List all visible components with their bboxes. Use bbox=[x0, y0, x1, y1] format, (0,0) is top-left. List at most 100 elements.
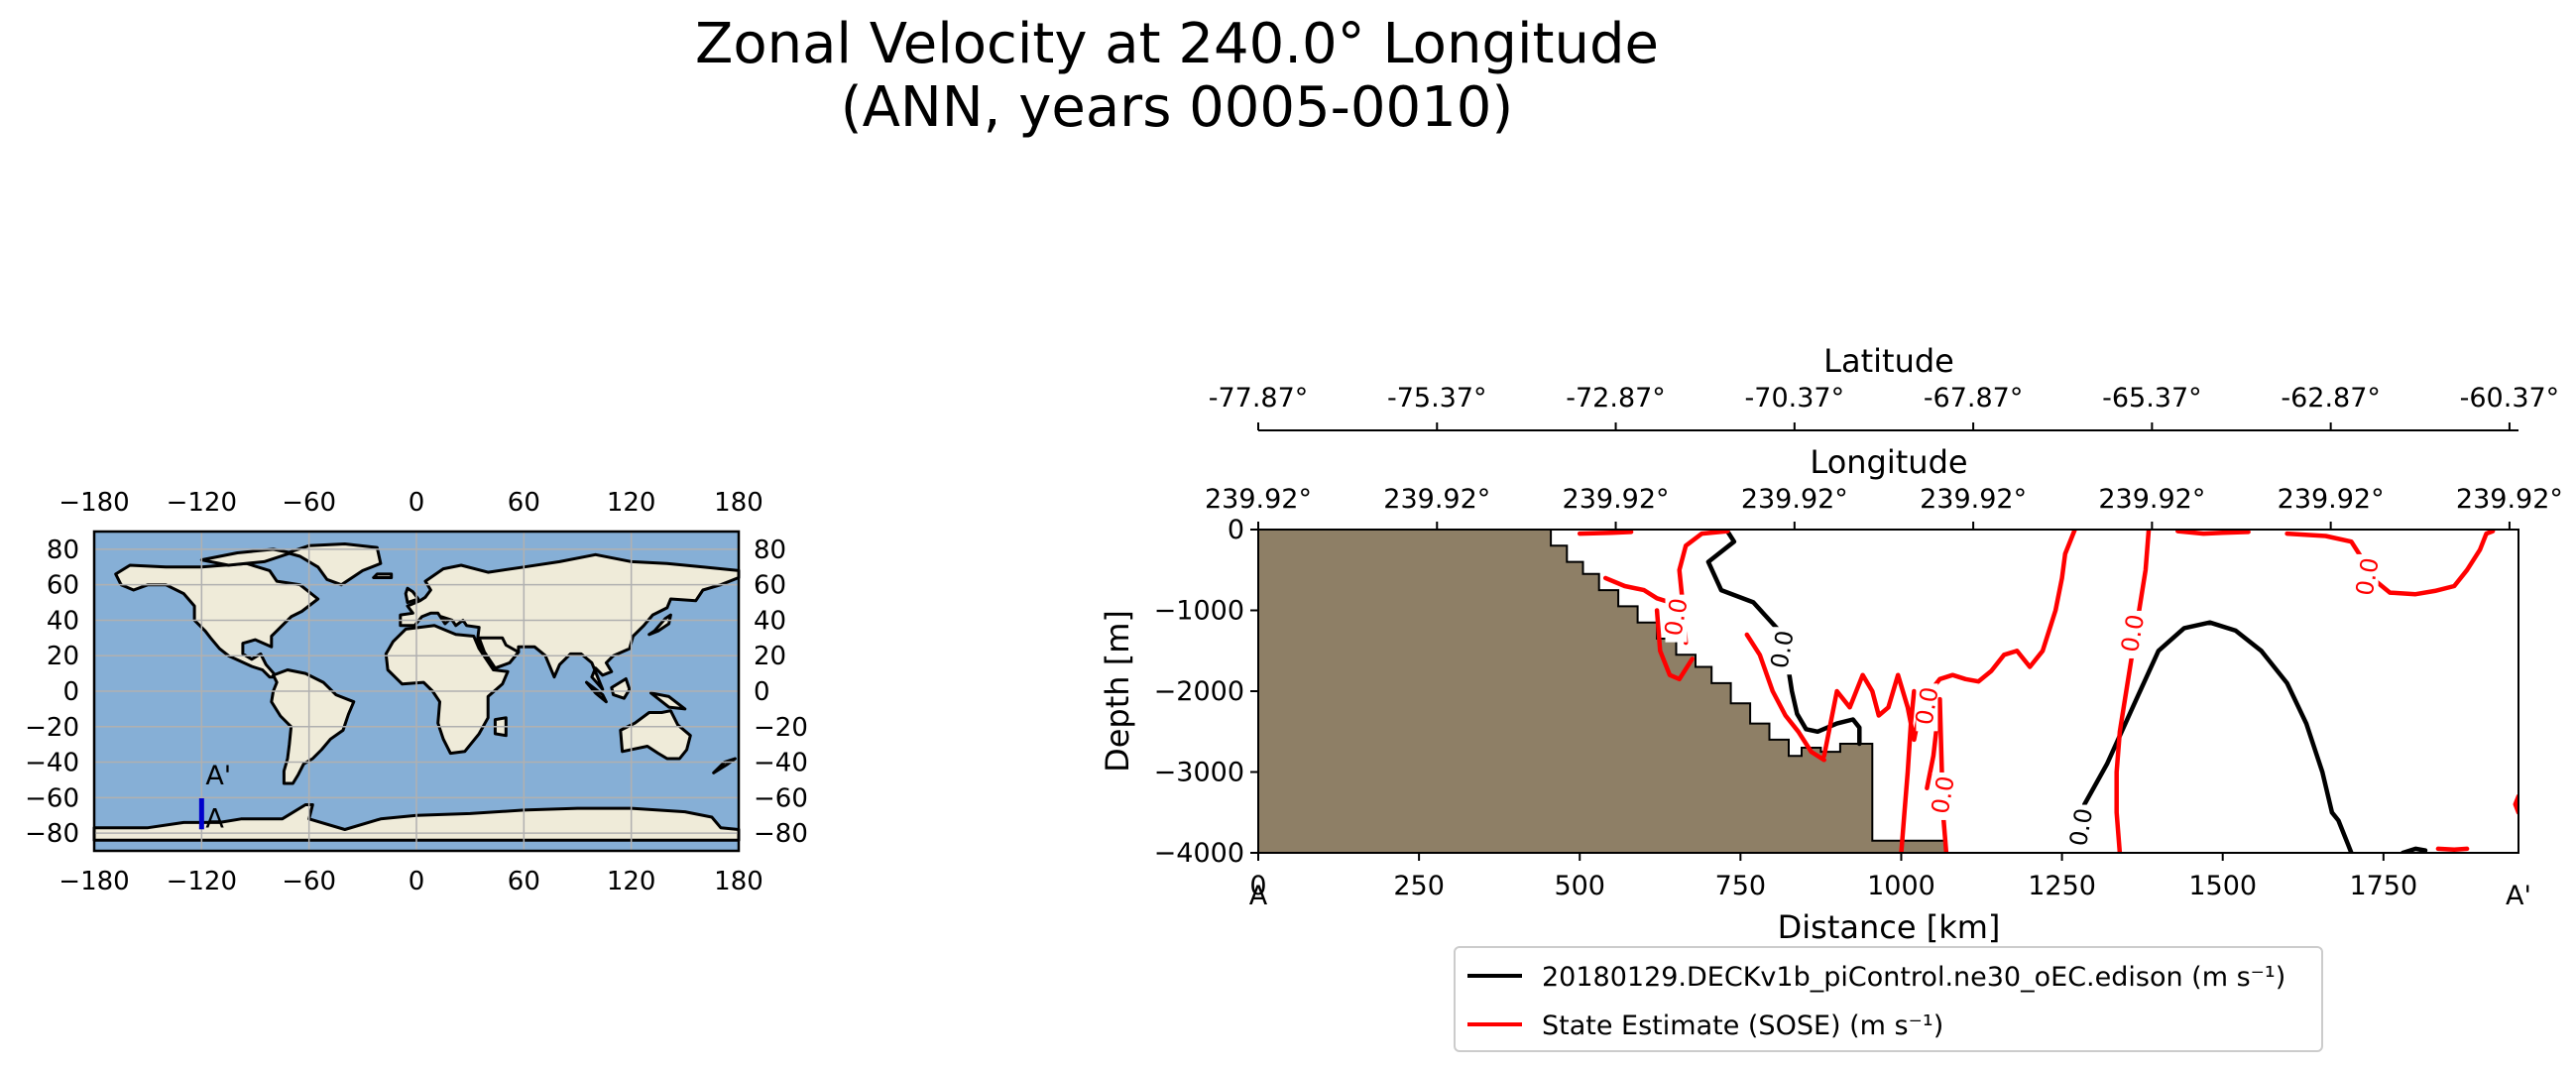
y-tick-label: −1000 bbox=[1154, 596, 1244, 627]
map-x-tick-top: 180 bbox=[714, 488, 763, 518]
x-tick-label: 1500 bbox=[2188, 871, 2257, 901]
longitude-tick-label: 239.92° bbox=[2456, 484, 2563, 515]
x-tick-label: 1000 bbox=[1867, 871, 1935, 901]
contour-label: 0.0 bbox=[2351, 555, 2385, 597]
map-y-tick-left: −40 bbox=[25, 749, 79, 778]
longitude-tick-label: 239.92° bbox=[1563, 484, 1670, 515]
obs-contour-segment bbox=[1821, 672, 1930, 759]
map-y-tick-right: 80 bbox=[754, 536, 786, 565]
map-x-tick-top: −60 bbox=[282, 488, 336, 518]
section-end-label: A' bbox=[2506, 881, 2531, 911]
longitude-tick-label: 239.92° bbox=[1205, 484, 1312, 515]
contour-label: 0.0 bbox=[1660, 596, 1694, 638]
figure-title-line1: Zonal Velocity at 240.0° Longitude bbox=[695, 12, 1659, 76]
contour-label-bg bbox=[1916, 683, 1938, 732]
map-land-australia bbox=[619, 709, 692, 761]
map-y-tick-left: 60 bbox=[47, 571, 79, 601]
map-y-tick-left: 20 bbox=[47, 642, 79, 671]
map-y-tick-right: −60 bbox=[754, 783, 808, 813]
section-ticks: 0 250 500 750 1000 1250 1500 1750 0 −1000 −2000 −30… bbox=[1154, 515, 2418, 901]
map-x-tick-bottom: −120 bbox=[167, 867, 237, 896]
x-tick-label: 250 bbox=[1393, 871, 1445, 901]
x-tick-label: 1750 bbox=[2349, 871, 2417, 901]
model-contour-segment bbox=[2082, 620, 2354, 853]
map-y-tick-right: −20 bbox=[754, 713, 808, 743]
map-land-borneo bbox=[610, 677, 632, 700]
map-land-canadian-islands bbox=[199, 547, 293, 567]
latitude-tick-label: -70.37° bbox=[1745, 383, 1845, 414]
map-x-tick-top: 120 bbox=[607, 488, 656, 518]
contour-label-layer: 0.0 0.0 0.0 0.0 0.0 0.0 0.0 bbox=[1660, 553, 2385, 853]
longitude-axis-title: Longitude bbox=[1810, 443, 1967, 481]
bathymetry-layer bbox=[1258, 530, 1947, 853]
legend-box bbox=[1454, 946, 2323, 1052]
longitude-tick-label: 239.92° bbox=[2098, 484, 2205, 515]
y-tick-label: −3000 bbox=[1154, 758, 1244, 788]
obs-contour-segment bbox=[1925, 696, 1949, 853]
x-tick-label: 1250 bbox=[2028, 871, 2096, 901]
map-x-tick-top: 60 bbox=[508, 488, 540, 518]
map-y-tick-left: 0 bbox=[62, 677, 79, 707]
map-section-start-label: A bbox=[205, 803, 224, 834]
latitude-tick-label: -77.87° bbox=[1209, 383, 1309, 414]
obs-contour-segment bbox=[2114, 530, 2152, 853]
map-y-tick-right: −80 bbox=[754, 819, 808, 849]
map-x-tick-bottom: 60 bbox=[508, 867, 540, 896]
contour-label-bg bbox=[1665, 594, 1688, 643]
model-contour-segment bbox=[2400, 846, 2428, 853]
contour-label-bg bbox=[2070, 804, 2093, 853]
model-contour-segment bbox=[1705, 530, 1862, 747]
map-x-tick-bottom: 0 bbox=[409, 867, 425, 896]
section-panel: 0.0 0.0 0.0 0.0 0.0 0.0 0.0 0 250 500 750 1000 1250… bbox=[1099, 342, 2563, 946]
latitude-tick-label: -60.37° bbox=[2460, 383, 2560, 414]
map-y-tick-right: 0 bbox=[754, 677, 770, 707]
map-y-tick-left: −60 bbox=[25, 783, 79, 813]
map-y-tick-left: −80 bbox=[25, 819, 79, 849]
obs-contour-segment bbox=[2435, 846, 2470, 852]
contour-label-bg bbox=[2356, 553, 2379, 602]
map-x-tick-bottom: −60 bbox=[282, 867, 336, 896]
y-axis-title: Depth [m] bbox=[1099, 610, 1136, 773]
contour-label-bg bbox=[1771, 627, 1794, 675]
map-ticks: −180 −180 −120 −120 −60 −60 0 0 60 60 120 120 180 180… bbox=[25, 488, 808, 896]
map-section-end-label: A' bbox=[205, 761, 231, 791]
map-x-tick-bottom: 120 bbox=[607, 867, 656, 896]
contour-label: 0.0 bbox=[2116, 612, 2150, 654]
map-y-tick-right: 20 bbox=[754, 642, 786, 671]
y-tick-label: 0 bbox=[1228, 515, 1244, 545]
legend-label-model: 20180129.DECKv1b_piControl.ne30_oEC.edis… bbox=[1542, 962, 2285, 993]
y-tick-label: −2000 bbox=[1154, 676, 1244, 707]
latitude-tick-label: -72.87° bbox=[1566, 383, 1666, 414]
section-start-label: A bbox=[1249, 881, 1268, 911]
map-land-new-guinea bbox=[649, 691, 687, 711]
contour-label: 0.0 bbox=[1766, 629, 1800, 670]
x-axis-title: Distance [km] bbox=[1778, 908, 2001, 946]
latitude-tick-label: -65.37° bbox=[2102, 383, 2202, 414]
legend: 20180129.DECKv1b_piControl.ne30_oEC.edis… bbox=[1454, 946, 2323, 1052]
latitude-ticks: -77.87° -75.37° -72.87° -70.37° -67.87° -65.3… bbox=[1209, 383, 2559, 430]
map-panel: −180 −180 −120 −120 −60 −60 0 0 60 60 120 120 180 180… bbox=[25, 488, 808, 896]
obs-contour-segment bbox=[1654, 608, 1695, 682]
figure-title-line2: (ANN, years 0005-0010) bbox=[841, 75, 1514, 140]
map-x-tick-top: −180 bbox=[59, 488, 129, 518]
map-x-tick-top: −120 bbox=[167, 488, 237, 518]
contour-layer bbox=[1577, 530, 2518, 853]
obs-contour-segment bbox=[1602, 575, 1673, 605]
map-x-tick-bottom: −180 bbox=[59, 867, 129, 896]
obs-contour-segment bbox=[2513, 793, 2518, 815]
map-y-tick-right: 40 bbox=[754, 606, 786, 636]
map-land-greenland bbox=[286, 542, 383, 587]
y-tick-label: −4000 bbox=[1154, 838, 1244, 869]
contour-label: 0.0 bbox=[2064, 806, 2098, 848]
latitude-tick-label: -62.87° bbox=[2281, 383, 2381, 414]
latitude-axis-title: Latitude bbox=[1823, 342, 1954, 380]
map-y-tick-right: −40 bbox=[754, 749, 808, 778]
longitude-tick-label: 239.92° bbox=[1383, 484, 1490, 515]
x-tick-label: 750 bbox=[1715, 871, 1767, 901]
obs-contour-segment bbox=[2175, 530, 2251, 536]
contour-label: 0.0 bbox=[1927, 774, 1960, 815]
map-frame bbox=[92, 530, 741, 853]
map-x-tick-bottom: 180 bbox=[714, 867, 763, 896]
longitude-tick-label: 239.92° bbox=[1920, 484, 2027, 515]
